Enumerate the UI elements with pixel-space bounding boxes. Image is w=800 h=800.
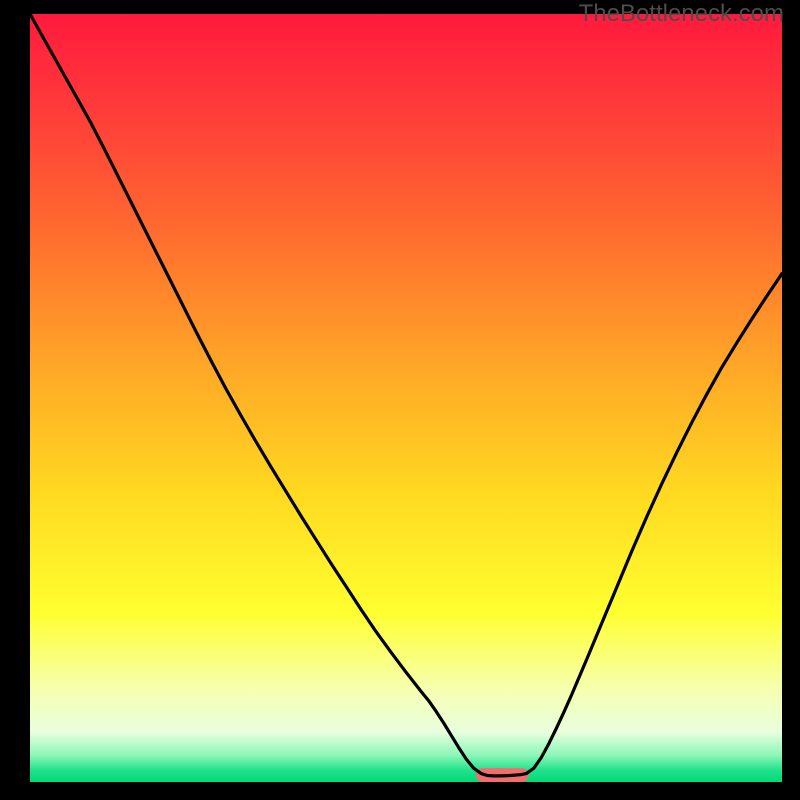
plot-area: [30, 14, 782, 782]
gradient-bg: [30, 14, 782, 782]
watermark-text: TheBottleneck.com: [579, 0, 784, 28]
chart-svg: [30, 14, 782, 782]
chart-frame: TheBottleneck.com: [0, 0, 800, 800]
